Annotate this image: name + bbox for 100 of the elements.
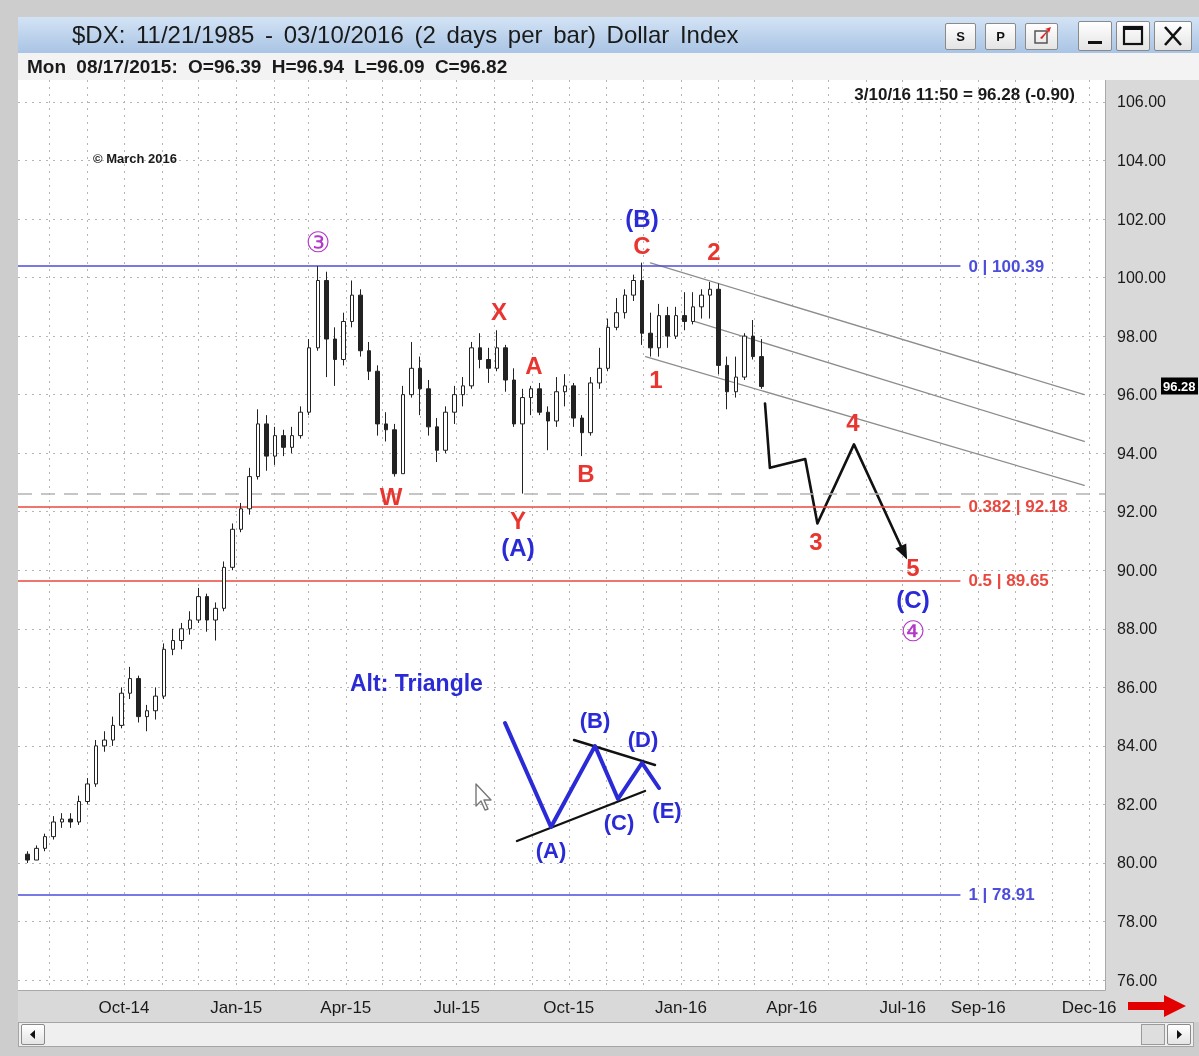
candlestick <box>751 319 755 361</box>
candlestick <box>426 379 431 437</box>
x-tick-label: Jan-15 <box>210 998 263 1017</box>
annotation: ③ <box>305 225 331 259</box>
candlestick <box>691 291 695 325</box>
y-tick-label: 102.00 <box>1117 210 1167 228</box>
candlestick <box>213 601 218 642</box>
candlestick <box>742 332 747 381</box>
candlestick <box>350 280 354 328</box>
y-tick-label: 90.00 <box>1117 561 1158 579</box>
toolbar-button: S <box>945 23 976 50</box>
x-tick-label: Sep-16 <box>950 998 1006 1017</box>
candlestick <box>469 341 474 390</box>
y-tick-label: 106.00 <box>1117 93 1167 111</box>
candlestick <box>162 642 166 700</box>
y-tick-label: 96.00 <box>1117 386 1158 404</box>
candlestick <box>25 850 30 864</box>
ref-line-label: 0.382 | 92.18 <box>968 496 1068 516</box>
candlestick <box>222 560 226 612</box>
y-tick-label: 78.00 <box>1117 913 1158 931</box>
candlestick <box>571 382 576 428</box>
annotation: 1 <box>649 365 663 394</box>
candlestick <box>631 274 636 302</box>
x-tick-label: Dec-16 <box>1061 998 1117 1017</box>
x-tick-label: Jan-16 <box>654 998 707 1017</box>
candlestick <box>708 281 712 320</box>
candlestick <box>614 297 619 331</box>
candlestick <box>316 265 320 352</box>
annotation: X <box>490 297 508 326</box>
annotation: (E) <box>652 797 682 824</box>
candlestick <box>375 364 380 437</box>
y-tick-label: 82.00 <box>1117 795 1158 813</box>
candlestick <box>119 686 124 729</box>
chart-subtitle: Mon 08/17/2015: O=96.39 H=96.94 L=96.09 C=96.82 <box>27 55 508 78</box>
annotation: (C) <box>603 809 635 836</box>
candlestick <box>418 356 422 416</box>
candlestick <box>298 405 303 440</box>
candlestick <box>443 405 448 454</box>
annotation: © March 2016 <box>93 150 178 167</box>
ref-line-label: 0.5 | 89.65 <box>968 571 1049 591</box>
annotation: 3/10/16 11:50 = 96.28 (-0.90) <box>854 84 1075 105</box>
candlestick <box>179 622 184 650</box>
candlestick <box>409 341 414 399</box>
candlestick <box>247 467 252 516</box>
candlestick <box>111 716 115 747</box>
candlestick <box>367 341 371 381</box>
y-tick-label: 100.00 <box>1117 269 1167 287</box>
candlestick <box>682 291 687 331</box>
y-tick-label: 76.00 <box>1117 971 1158 989</box>
candlestick <box>529 385 533 416</box>
candlestick <box>640 262 644 346</box>
candlestick <box>128 666 132 700</box>
annotation: 5 <box>906 553 920 582</box>
candlestick <box>520 388 525 495</box>
annotation: (B) <box>579 707 611 734</box>
annotation: 3 <box>809 527 823 556</box>
annotation: B <box>577 459 595 488</box>
candlestick <box>665 306 670 349</box>
x-tick-label: Jul-15 <box>433 998 480 1017</box>
candlestick <box>205 593 209 633</box>
candlestick <box>196 587 201 624</box>
candlestick <box>392 423 397 478</box>
y-tick-label: 98.00 <box>1117 327 1158 345</box>
candlestick <box>759 338 764 390</box>
candlestick <box>136 675 141 723</box>
candlestick <box>85 777 90 805</box>
x-tick-label: Jul-16 <box>879 998 926 1017</box>
candlestick <box>281 429 286 457</box>
annotation: (C) <box>896 585 930 614</box>
candlestick <box>495 329 499 372</box>
candlestick <box>563 373 567 407</box>
annotation: (D) <box>627 726 659 753</box>
y-tick-label: 104.00 <box>1117 151 1167 169</box>
candlestick <box>401 385 405 475</box>
candlestick <box>68 812 73 829</box>
y-tick-label: 94.00 <box>1117 444 1158 462</box>
annotation: Alt: Triangle <box>350 670 483 697</box>
candlestick <box>239 502 243 533</box>
candlestick <box>145 704 149 732</box>
ref-line-label: 0 | 100.39 <box>968 256 1045 276</box>
candlestick <box>290 426 294 454</box>
candlestick <box>264 414 269 472</box>
candlestick <box>256 408 260 481</box>
candlestick <box>60 812 64 829</box>
candlestick <box>716 282 721 375</box>
ref-line-label: 1 | 78.91 <box>968 885 1035 905</box>
chart-title: $DX: 11/21/1985 - 03/10/2016 (2 days per bar) Dollar Index <box>72 20 739 50</box>
y-tick-label: 92.00 <box>1117 503 1158 521</box>
candlestick <box>358 288 363 358</box>
candlestick <box>77 795 81 826</box>
annotation: W <box>379 482 403 511</box>
y-tick-label: 86.00 <box>1117 678 1158 696</box>
candlestick <box>273 426 277 466</box>
candlestick <box>597 347 602 390</box>
annotation: (A) <box>535 837 567 864</box>
x-tick-label: Apr-15 <box>320 998 372 1017</box>
candlestick <box>725 356 729 410</box>
candlestick <box>699 288 704 320</box>
candlestick <box>554 376 559 428</box>
candlestick <box>341 312 346 366</box>
